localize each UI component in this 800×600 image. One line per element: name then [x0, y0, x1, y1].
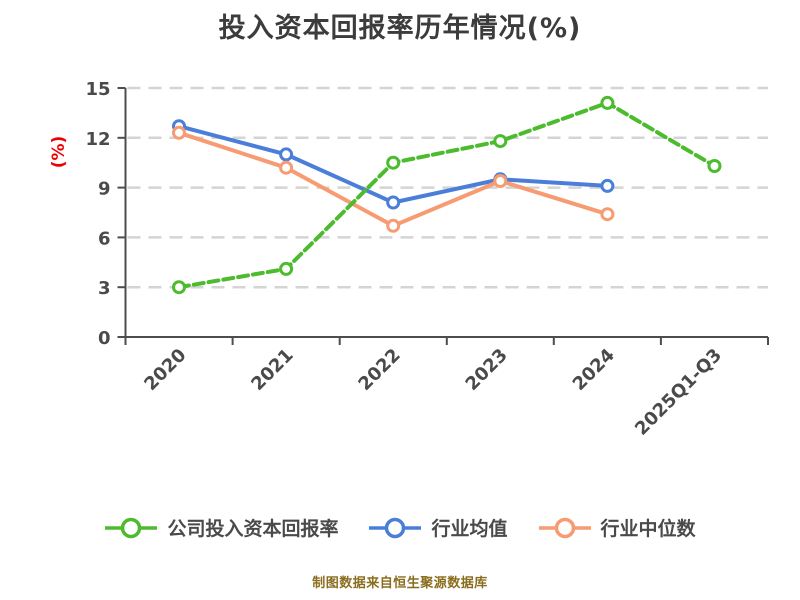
data-point [600, 207, 615, 222]
data-point [172, 125, 186, 140]
x-tick-label: 2021 [247, 345, 297, 395]
data-point [493, 174, 508, 188]
x-tick-label: 2025Q1-Q3 [631, 345, 726, 440]
data-point [493, 134, 508, 149]
data-source-note: 制图数据来自恒生聚源数据库 [312, 576, 488, 591]
x-tick-label: 2024 [569, 345, 619, 395]
legend-item-industry-mean[interactable]: 行业均值 [368, 514, 508, 541]
legend-marker-blue-icon [369, 517, 422, 538]
chart-title: 投入资本回报率历年情况(%) [218, 13, 582, 44]
line-chart-canvas: 0 3 6 9 12 15 2020 2021 2022 2023 2024 2025Q1-Q3 (%) [49, 79, 769, 440]
series-line-2 [177, 130, 610, 229]
legend-marker-orange-icon [538, 517, 591, 538]
data-point [600, 95, 615, 110]
data-point [279, 160, 294, 175]
legend-label-industry-median: 行业中位数 [600, 518, 696, 540]
legend-label-industry-mean: 行业均值 [431, 518, 508, 540]
legend-marker-green-icon [105, 517, 158, 538]
y-tick-label: 3 [98, 278, 111, 299]
data-point [707, 159, 722, 173]
x-tick-label: 2022 [354, 345, 404, 395]
y-tick-label: 9 [98, 179, 111, 200]
y-tick-label: 6 [98, 228, 111, 249]
data-point [386, 155, 401, 170]
data-point [279, 261, 294, 276]
legend-item-company-roic[interactable]: 公司投入资本回报率 [104, 514, 338, 541]
y-tick-label: 0 [98, 328, 111, 349]
data-point [386, 218, 401, 233]
series-line-0 [177, 100, 717, 290]
chart-legend: 公司投入资本回报率 行业均值 行业中位数 [0, 514, 800, 541]
legend-item-industry-median[interactable]: 行业中位数 [538, 514, 696, 541]
y-axis-unit-label: (%) [49, 136, 69, 169]
data-point [172, 280, 186, 295]
x-tick-label: 2020 [140, 345, 190, 395]
legend-label-company-roic: 公司投入资本回报率 [167, 518, 339, 540]
y-tick-label: 15 [85, 79, 110, 100]
y-tick-label: 12 [85, 129, 110, 150]
data-point [386, 195, 401, 210]
data-point [279, 147, 294, 162]
x-tick-label: 2023 [462, 345, 512, 395]
data-point [600, 178, 615, 193]
